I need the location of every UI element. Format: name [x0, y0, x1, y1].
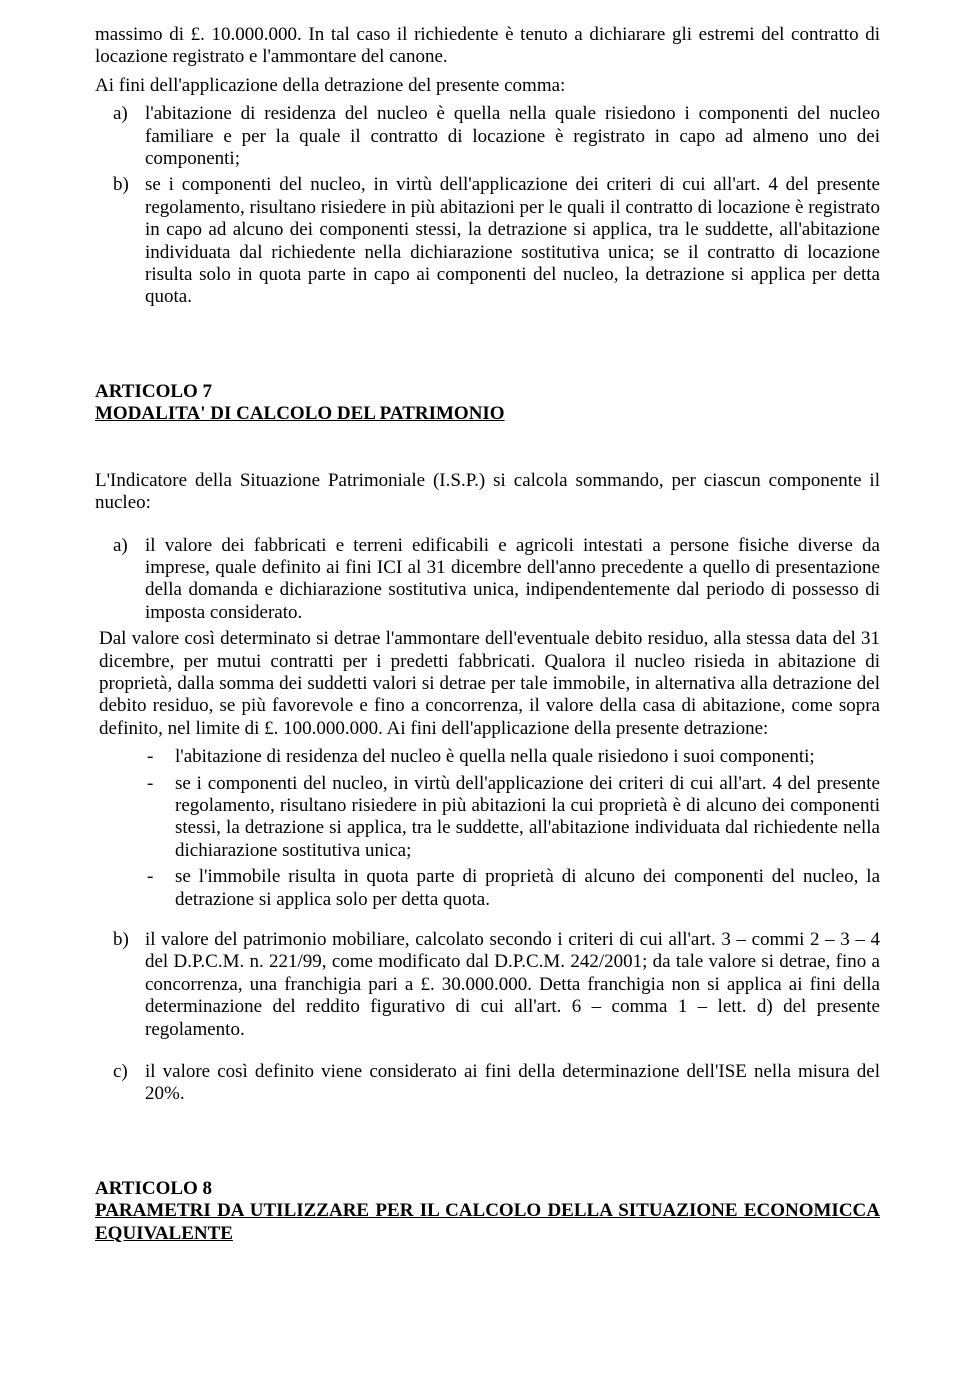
articolo-7-list-b: il valore del patrimonio mobiliare, calc… [95, 929, 880, 1041]
articolo-7-dash-1: l'abitazione di residenza del nucleo è q… [175, 746, 880, 768]
articolo-7-list-a: il valore dei fabbricati e terreni edifi… [95, 535, 880, 625]
articolo-7-subtitle: MODALITA' DI CALCOLO DEL PATRIMONIO [95, 403, 880, 425]
intro-paragraph-2: Ai fini dell'applicazione della detrazio… [95, 75, 880, 97]
articolo-7-item-b: il valore del patrimonio mobiliare, calc… [145, 929, 880, 1041]
articolo-7-dash-3: se l'immobile risulta in quota parte di … [175, 866, 880, 911]
intro-item-b: se i componenti del nucleo, in virtù del… [145, 174, 880, 308]
intro-item-a: l'abitazione di residenza del nucleo è q… [145, 103, 880, 170]
articolo-7-heading: ARTICOLO 7 MODALITA' DI CALCOLO DEL PATR… [95, 381, 880, 426]
articolo-7-after-a: Dal valore così determinato si detrae l'… [99, 628, 880, 740]
articolo-7-lead: L'Indicatore della Situazione Patrimonia… [95, 470, 880, 515]
articolo-7-title: ARTICOLO 7 [95, 381, 880, 403]
articolo-8-heading: ARTICOLO 8 PARAMETRI DA UTILIZZARE PER I… [95, 1178, 880, 1245]
intro-paragraph-1: massimo di £. 10.000.000. In tal caso il… [95, 24, 880, 69]
articolo-7-list-c: il valore così definito viene considerat… [95, 1061, 880, 1106]
intro-alpha-list: l'abitazione di residenza del nucleo è q… [95, 103, 880, 309]
articolo-7-item-c: il valore così definito viene considerat… [145, 1061, 880, 1106]
articolo-8-subtitle: PARAMETRI DA UTILIZZARE PER IL CALCOLO D… [95, 1200, 880, 1245]
articolo-7-item-a: il valore dei fabbricati e terreni edifi… [145, 535, 880, 625]
articolo-7-dash-list: l'abitazione di residenza del nucleo è q… [95, 746, 880, 911]
articolo-7-dash-2: se i componenti del nucleo, in virtù del… [175, 773, 880, 863]
articolo-8-title: ARTICOLO 8 [95, 1178, 880, 1200]
